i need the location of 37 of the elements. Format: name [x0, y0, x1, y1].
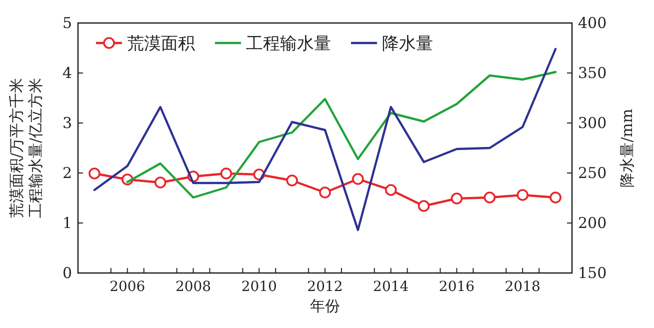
y2-tick-label: 350	[578, 64, 607, 82]
x-tick-label: 2018	[504, 279, 540, 295]
x-tick-label: 2010	[241, 279, 277, 295]
y2-tick-label: 250	[578, 164, 607, 182]
legend-label: 降水量	[382, 34, 433, 54]
point	[450, 192, 463, 204]
y2-tick-label: 300	[578, 114, 607, 132]
y-tick-label: 0	[62, 264, 72, 282]
point	[286, 174, 298, 186]
x-tick-label: 2014	[373, 279, 409, 295]
point	[484, 192, 496, 204]
y-tick-label: 3	[62, 114, 72, 132]
x-tick-label: 2012	[307, 279, 343, 295]
y-tick-label: 5	[62, 14, 72, 32]
legend-label: 工程输水量	[246, 34, 331, 54]
y2-tick-label: 400	[578, 14, 607, 32]
x-tick-label: 2006	[110, 279, 146, 295]
x-axis-title: 年份	[310, 297, 340, 315]
y2-axis-title: 降水量/mm	[618, 108, 636, 188]
point	[220, 168, 232, 180]
point	[516, 189, 528, 201]
legend-label: 荒漠面积	[127, 34, 195, 54]
y2-tick-label: 150	[578, 264, 607, 282]
y-tick-label: 1	[62, 214, 72, 232]
point	[319, 186, 331, 198]
point	[154, 176, 166, 188]
y-tick-label: 2	[62, 164, 72, 182]
point	[384, 184, 397, 196]
point	[88, 168, 100, 180]
x-tick-label: 2008	[175, 279, 212, 295]
point	[550, 192, 562, 204]
point	[352, 173, 364, 185]
x-tick-label: 2016	[438, 279, 475, 295]
y-tick-label: 4	[62, 64, 72, 82]
y-axis-title: 荒漠面积/万平方千米工程输水量/亿立方米	[8, 78, 44, 218]
point	[418, 200, 430, 212]
y2-tick-label: 200	[578, 214, 607, 232]
